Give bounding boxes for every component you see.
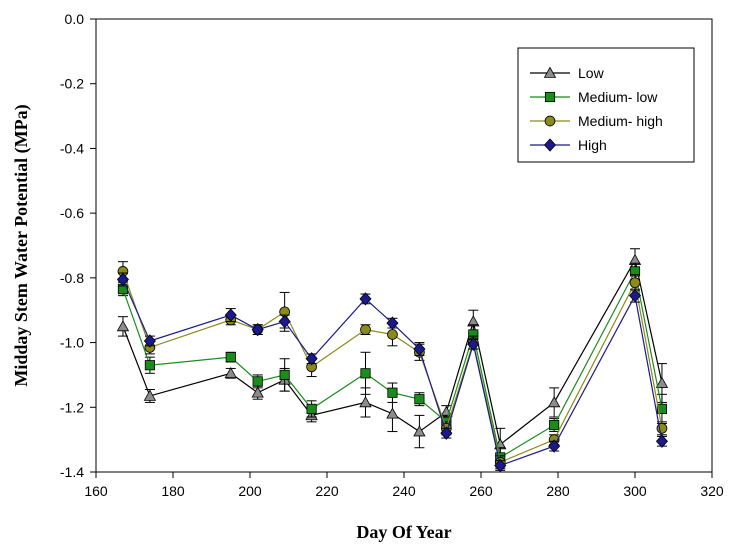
x-tick-label: 240 (392, 483, 416, 499)
data-point (628, 289, 642, 303)
y-axis: 0.0 -0.2 -0.4 -0.6 -0.8 -1.0 -1.2 -1.4 (60, 11, 96, 480)
data-point (224, 366, 237, 379)
series-triangle (116, 248, 669, 462)
data-point (440, 426, 453, 440)
data-point (467, 337, 480, 351)
legend-label: High (578, 137, 607, 153)
data-point (224, 308, 237, 322)
legend-label: Medium- low (578, 89, 658, 105)
x-tick-label: 260 (469, 483, 493, 499)
data-point (143, 334, 156, 348)
x-tick-label: 180 (161, 483, 185, 499)
x-axis-title: Day Of Year (356, 522, 451, 542)
legend-label: Low (578, 65, 605, 81)
y-tick-label: -1.2 (60, 399, 84, 415)
x-axis: 160 180 200 220 240 260 280 300 320 (84, 472, 724, 499)
y-tick-label: -1.0 (60, 335, 84, 351)
x-tick-label: 280 (546, 483, 570, 499)
legend-marker (544, 91, 556, 103)
data-point (656, 403, 668, 414)
legend-marker (544, 115, 556, 127)
series-line (122, 279, 663, 467)
data-point (359, 396, 372, 408)
data-point (225, 352, 236, 363)
x-tick-label: 320 (700, 483, 724, 499)
data-point (359, 292, 372, 306)
data-point (143, 389, 157, 401)
data-point (413, 342, 426, 356)
legend-marker (543, 66, 557, 78)
data-point (387, 329, 398, 340)
data-point (144, 360, 155, 371)
data-point (360, 324, 371, 335)
y-axis-title: Midday Stem Water Potential (MPa) (11, 104, 32, 386)
data-point (386, 316, 399, 330)
data-point (548, 439, 561, 453)
x-tick-label: 200 (238, 483, 262, 499)
y-tick-label: -0.2 (60, 76, 84, 92)
data-point (655, 434, 668, 448)
y-tick-label: -0.6 (60, 205, 84, 221)
data-point (360, 368, 371, 379)
series-square (117, 262, 668, 468)
y-tick-label: -1.4 (60, 464, 84, 480)
legend-label: Medium- high (578, 113, 663, 129)
legend: Low Medium- low Medium- high High (517, 47, 695, 163)
y-tick-label: 0.0 (65, 11, 85, 27)
series-layer (116, 248, 669, 473)
data-point (549, 420, 560, 431)
data-point (387, 387, 398, 398)
y-tick-label: -0.8 (60, 270, 84, 286)
data-point (116, 272, 129, 287)
series-circle (117, 261, 668, 470)
data-point (655, 376, 669, 388)
y-tick-label: -0.4 (60, 140, 84, 156)
data-point (386, 407, 399, 419)
data-point (116, 320, 130, 332)
data-point (414, 394, 425, 405)
series-line (122, 271, 663, 464)
data-point (251, 322, 264, 337)
data-point (278, 314, 291, 329)
series-diamond (116, 272, 668, 473)
data-point (629, 277, 641, 289)
x-tick-label: 300 (623, 483, 647, 499)
x-tick-label: 220 (315, 483, 339, 499)
data-point (306, 403, 317, 414)
legend-marker (543, 138, 557, 152)
data-point (251, 386, 264, 398)
x-tick-label: 160 (84, 483, 108, 499)
data-point (252, 376, 263, 387)
data-point (547, 396, 561, 408)
data-point (494, 458, 507, 473)
data-point (279, 369, 290, 381)
data-point (305, 352, 318, 366)
data-point (413, 425, 426, 437)
